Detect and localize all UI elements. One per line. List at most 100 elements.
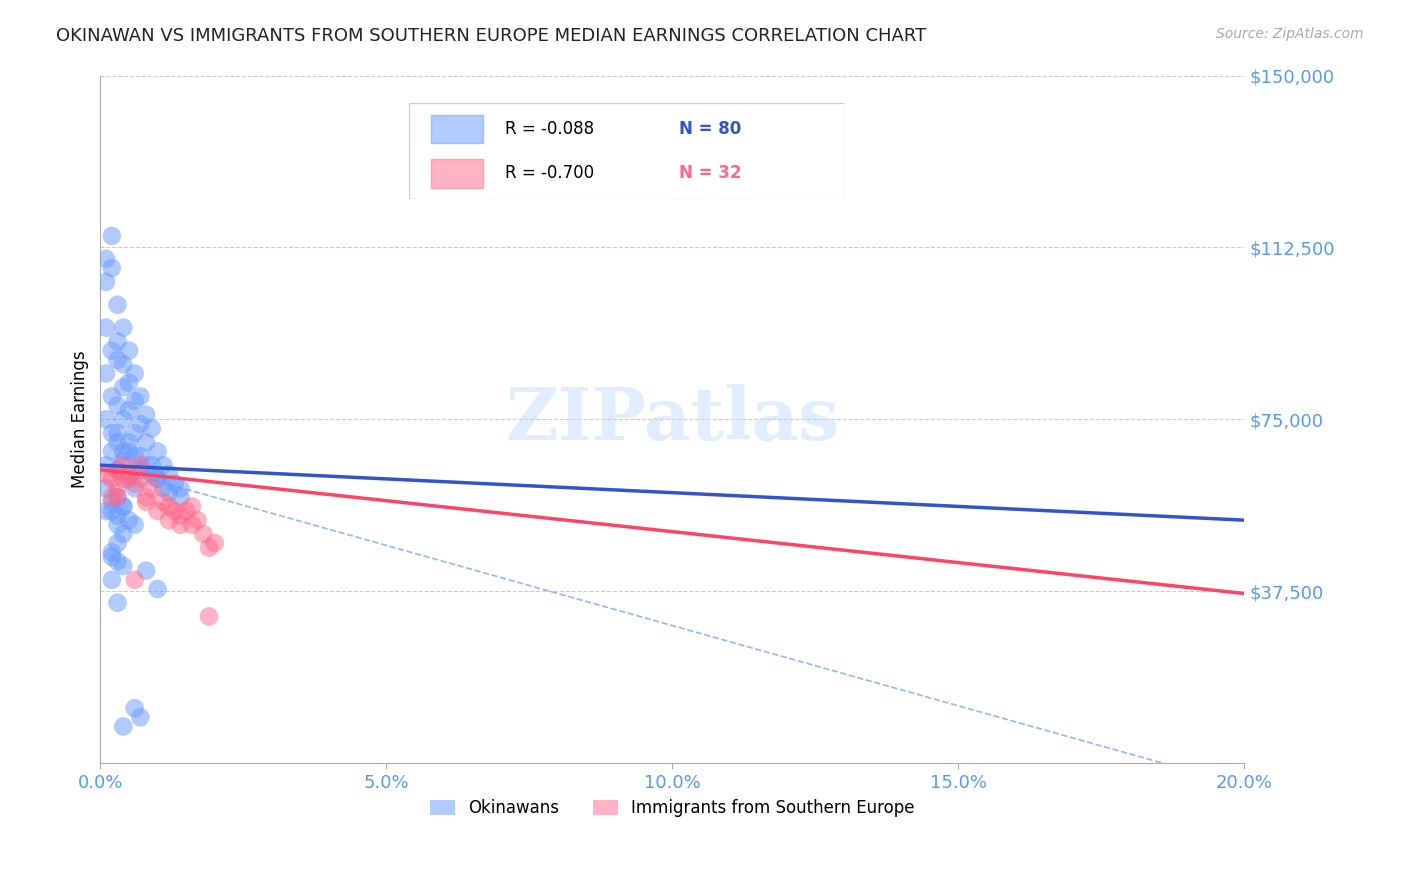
Okinawans (107, 536, 129, 550)
Okinawans (107, 399, 129, 413)
Immigrants from Southern Europe (94, 467, 117, 482)
Okinawans (107, 596, 129, 610)
Immigrants from Southern Europe (152, 495, 174, 509)
Okinawans (129, 449, 152, 463)
Okinawans (107, 334, 129, 349)
Okinawans (112, 444, 135, 458)
Okinawans (152, 481, 174, 495)
Immigrants from Southern Europe (129, 458, 152, 472)
Immigrants from Southern Europe (169, 517, 191, 532)
Immigrants from Southern Europe (187, 513, 209, 527)
Okinawans (118, 403, 141, 417)
Okinawans (112, 453, 135, 467)
Okinawans (112, 380, 135, 394)
Okinawans (152, 458, 174, 472)
Okinawans (101, 261, 124, 276)
Okinawans (124, 394, 146, 409)
Immigrants from Southern Europe (180, 517, 202, 532)
Okinawans (94, 504, 117, 518)
Immigrants from Southern Europe (157, 500, 180, 514)
Okinawans (101, 549, 124, 564)
Immigrants from Southern Europe (135, 495, 157, 509)
Okinawans (107, 298, 129, 312)
Okinawans (135, 458, 157, 472)
Okinawans (94, 458, 117, 472)
Immigrants from Southern Europe (124, 573, 146, 587)
Immigrants from Southern Europe (193, 527, 215, 541)
Okinawans (169, 481, 191, 495)
Okinawans (112, 500, 135, 514)
Okinawans (163, 476, 186, 491)
Okinawans (101, 444, 124, 458)
Immigrants from Southern Europe (124, 476, 146, 491)
Immigrants from Southern Europe (157, 513, 180, 527)
Immigrants from Southern Europe (101, 490, 124, 504)
Okinawans (101, 426, 124, 441)
Immigrants from Southern Europe (174, 504, 197, 518)
Okinawans (112, 559, 135, 574)
Okinawans (141, 467, 163, 482)
Immigrants from Southern Europe (118, 467, 141, 482)
Y-axis label: Median Earnings: Median Earnings (72, 351, 89, 488)
Text: ZIPatlas: ZIPatlas (505, 384, 839, 455)
Okinawans (94, 481, 117, 495)
Immigrants from Southern Europe (198, 541, 221, 555)
Okinawans (107, 352, 129, 367)
Immigrants from Southern Europe (118, 467, 141, 482)
Okinawans (135, 564, 157, 578)
Immigrants from Southern Europe (135, 490, 157, 504)
Okinawans (112, 527, 135, 541)
Okinawans (146, 444, 169, 458)
Okinawans (107, 435, 129, 450)
Okinawans (101, 545, 124, 559)
Okinawans (124, 701, 146, 715)
Okinawans (135, 435, 157, 450)
Okinawans (107, 490, 129, 504)
Okinawans (112, 500, 135, 514)
Okinawans (124, 367, 146, 381)
Immigrants from Southern Europe (141, 481, 163, 495)
Okinawans (94, 252, 117, 266)
Okinawans (129, 710, 152, 724)
Okinawans (129, 417, 152, 431)
Okinawans (107, 517, 129, 532)
Okinawans (118, 343, 141, 358)
Okinawans (141, 458, 163, 472)
Okinawans (124, 426, 146, 441)
Okinawans (118, 472, 141, 486)
Legend: Okinawans, Immigrants from Southern Europe: Okinawans, Immigrants from Southern Euro… (423, 792, 921, 823)
Okinawans (118, 444, 141, 458)
Immigrants from Southern Europe (112, 472, 135, 486)
Immigrants from Southern Europe (169, 508, 191, 523)
Okinawans (169, 490, 191, 504)
Okinawans (135, 408, 157, 422)
Okinawans (112, 719, 135, 733)
Okinawans (146, 472, 169, 486)
Immigrants from Southern Europe (107, 463, 129, 477)
Okinawans (129, 463, 152, 477)
Okinawans (107, 508, 129, 523)
Okinawans (107, 463, 129, 477)
Immigrants from Southern Europe (198, 609, 221, 624)
Okinawans (94, 320, 117, 334)
Immigrants from Southern Europe (180, 500, 202, 514)
Immigrants from Southern Europe (101, 472, 124, 486)
Immigrants from Southern Europe (163, 504, 186, 518)
Okinawans (112, 412, 135, 426)
Okinawans (101, 229, 124, 244)
Okinawans (124, 449, 146, 463)
Text: Source: ZipAtlas.com: Source: ZipAtlas.com (1216, 27, 1364, 41)
Okinawans (157, 467, 180, 482)
Immigrants from Southern Europe (107, 490, 129, 504)
Immigrants from Southern Europe (204, 536, 226, 550)
Okinawans (112, 320, 135, 334)
Okinawans (112, 357, 135, 371)
Okinawans (101, 495, 124, 509)
Okinawans (124, 517, 146, 532)
Text: OKINAWAN VS IMMIGRANTS FROM SOUTHERN EUROPE MEDIAN EARNINGS CORRELATION CHART: OKINAWAN VS IMMIGRANTS FROM SOUTHERN EUR… (56, 27, 927, 45)
Okinawans (146, 472, 169, 486)
Okinawans (118, 435, 141, 450)
Okinawans (107, 426, 129, 441)
Immigrants from Southern Europe (129, 472, 152, 486)
Okinawans (107, 554, 129, 568)
